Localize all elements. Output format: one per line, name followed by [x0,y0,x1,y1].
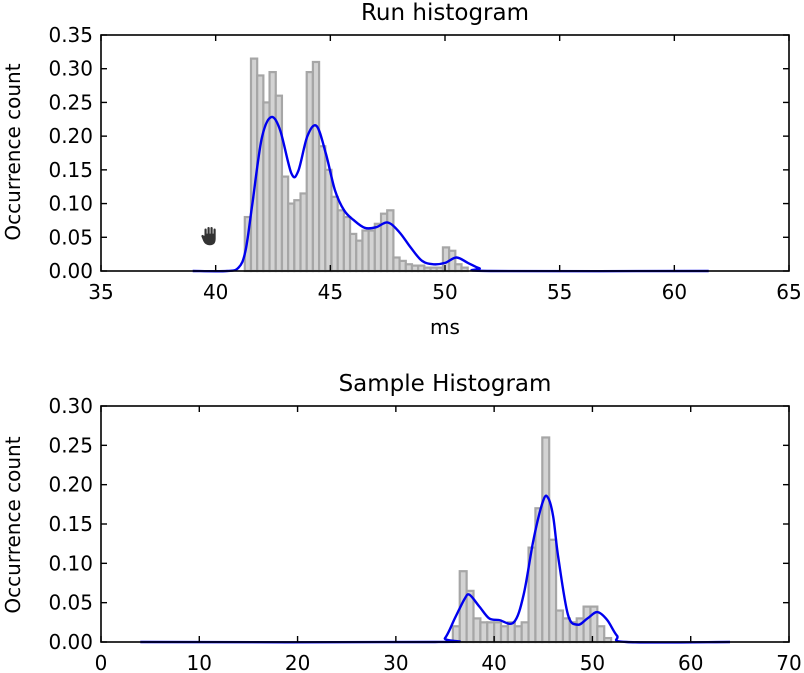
x-tick-label: 65 [776,280,801,304]
x-tick-label: 35 [88,280,113,304]
hand-cursor-shape [200,226,217,247]
run-histogram-chart: Run histogram Occurrence count ms 35 40 45… [1,0,802,339]
x-tick-label: 0 [95,651,108,673]
y-tick-label: 0.10 [48,551,93,575]
plot-area [192,57,709,273]
x-tick-label: 60 [678,651,703,673]
chart-title: Sample Histogram [339,371,552,397]
y-tick-label: 0.15 [48,512,93,536]
y-tick-label: 0.25 [48,90,93,114]
plot-area [140,436,731,644]
plot-frame [100,405,790,643]
x-tick-label: 30 [383,651,408,673]
y-tick-label: 0.00 [48,259,93,283]
sample-histogram-chart: Sample Histogram Occurrence count 0 10 20 3… [1,371,802,673]
kde-curve [140,494,731,644]
y-axis-label: Occurrence count [1,436,25,613]
x-tick-label: 40 [481,651,506,673]
y-tick-label: 0.05 [48,591,93,615]
hand-cursor-icon [200,226,217,247]
x-tick-label: 60 [662,280,687,304]
x-tick-label: 45 [318,280,343,304]
y-tick-label: 0.35 [48,23,93,47]
x-tick-label: 40 [203,280,228,304]
y-tick-label: 0.10 [48,192,93,216]
chart-title: Run histogram [361,0,529,26]
x-tick-label: 20 [285,651,310,673]
y-tick-label: 0.25 [48,433,93,457]
x-axis-label: ms [430,315,460,339]
kde-curve [192,115,709,273]
y-tick-label: 0.15 [48,158,93,182]
y-tick-label: 0.30 [48,394,93,418]
x-tick-label: 50 [580,651,605,673]
x-tick-label: 50 [432,280,457,304]
y-tick-label: 0.00 [48,630,93,654]
x-tick-label: 55 [547,280,572,304]
y-tick-label: 0.20 [48,124,93,148]
y-axis-label: Occurrence count [1,63,25,240]
y-tick-label: 0.30 [48,57,93,81]
x-tick-label: 10 [187,651,212,673]
x-tick-label: 70 [776,651,801,673]
y-tick-label: 0.20 [48,473,93,497]
y-tick-label: 0.05 [48,225,93,249]
axis-ticks: 0 10 20 30 40 50 60 70 0.00 0.05 0.10 0.15 0.20 0.25 0… [48,394,801,673]
axis-ticks: 35 40 45 50 55 60 65 0.00 0.05 0.10 0.15 0.20 0.25 0.… [48,23,801,304]
